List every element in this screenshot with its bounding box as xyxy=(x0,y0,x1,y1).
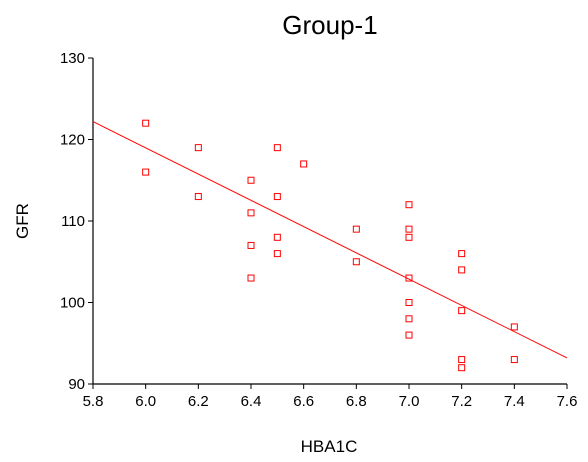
data-point xyxy=(142,119,150,127)
fit-line-layer xyxy=(92,121,568,359)
x-tick-label: 5.8 xyxy=(83,393,104,410)
x-tick-label: 7.4 xyxy=(504,393,525,410)
regression-line xyxy=(92,121,568,359)
data-point xyxy=(458,266,466,274)
data-point xyxy=(405,274,413,282)
y-tick-label: 130 xyxy=(60,50,85,67)
data-point xyxy=(194,144,202,152)
data-point xyxy=(458,364,466,372)
data-point xyxy=(458,307,466,315)
chart-title: Group-1 xyxy=(282,10,377,40)
x-tick-label: 6.2 xyxy=(188,393,209,410)
data-point xyxy=(247,209,255,217)
data-point xyxy=(405,299,413,306)
y-tick-label: 100 xyxy=(60,295,85,312)
data-point xyxy=(273,250,281,258)
x-tick-label: 7.2 xyxy=(451,393,472,410)
data-point xyxy=(247,241,255,249)
data-point xyxy=(352,258,360,266)
x-axis-label: HBA1C xyxy=(301,437,358,456)
data-point xyxy=(405,331,413,339)
data-point xyxy=(405,225,413,233)
data-point xyxy=(405,201,413,209)
x-tick-label: 7.6 xyxy=(557,393,578,410)
data-point xyxy=(510,356,518,364)
data-point xyxy=(194,193,202,201)
data-point xyxy=(247,274,255,282)
points-layer xyxy=(142,119,518,372)
y-axis-label: GFR xyxy=(13,203,32,239)
y-tick-label: 110 xyxy=(61,213,85,230)
data-point xyxy=(273,233,281,241)
data-point xyxy=(458,356,466,364)
y-tick-label: 90 xyxy=(68,376,85,393)
x-tick-label: 6.0 xyxy=(135,393,156,410)
data-point xyxy=(142,168,150,176)
data-point xyxy=(300,160,308,168)
data-point xyxy=(405,233,413,241)
x-axis: 5.8 6.0 6.2 6.4 6.6 6.8 7.0 7.2 7.4 7.6 xyxy=(83,383,578,410)
x-tick-label: 7.0 xyxy=(399,393,420,410)
data-point xyxy=(273,144,281,152)
data-point xyxy=(458,250,466,258)
x-tick-label: 6.4 xyxy=(241,393,262,410)
data-point xyxy=(405,315,413,323)
x-tick-label: 6.8 xyxy=(346,393,367,410)
data-point xyxy=(273,193,281,201)
y-tick-label: 120 xyxy=(60,132,85,149)
data-point xyxy=(247,176,255,184)
data-point xyxy=(352,225,360,233)
data-point xyxy=(510,323,518,331)
y-axis: 90 100 110 120 130 xyxy=(60,50,94,393)
x-tick-label: 6.6 xyxy=(293,393,314,410)
